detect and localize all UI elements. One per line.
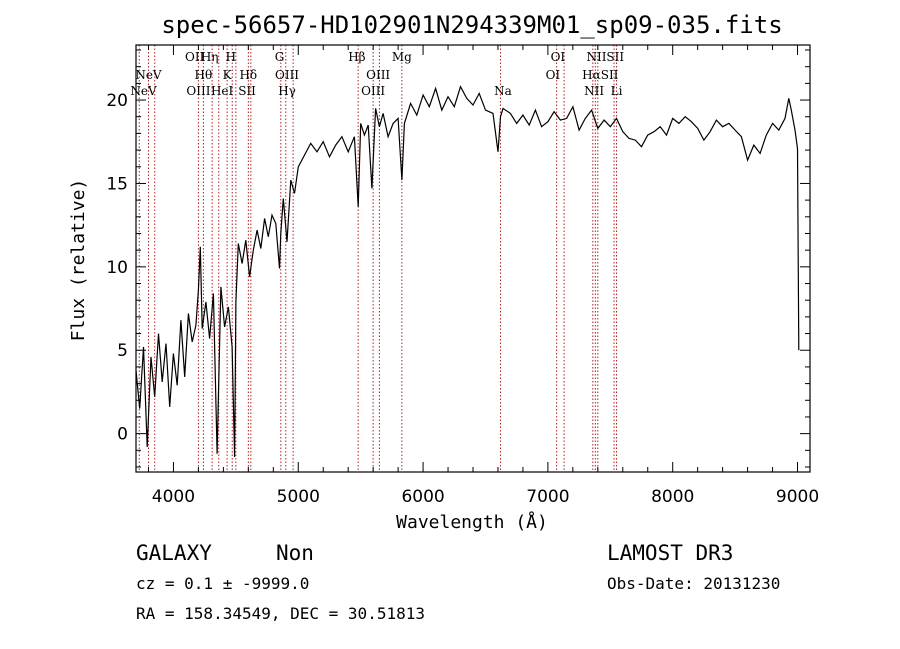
line-label-2: OII	[185, 50, 205, 64]
line-label-15: Mg	[392, 50, 412, 64]
line-label-3: Hη	[201, 50, 219, 64]
x-tick-label: 8000	[651, 487, 694, 507]
line-label-9: HeI	[211, 84, 234, 98]
object-subclass: Non	[276, 541, 314, 565]
line-label-18: Na	[494, 84, 512, 98]
x-tick-label: 6000	[401, 487, 444, 507]
x-tick-label: 9000	[776, 487, 819, 507]
y-tick-label: 15	[106, 174, 128, 194]
line-label-16: OIII	[366, 68, 390, 82]
line-label-5: Hθ	[195, 68, 213, 82]
line-label-6: K	[223, 68, 233, 82]
spectrum-series-line	[135, 85, 800, 458]
observation-date: Obs-Date: 20131230	[607, 574, 780, 593]
chart-title: spec-56657-HD102901N294339M01_sp09-035.f…	[161, 11, 782, 39]
line-label-19: OI	[551, 50, 566, 64]
line-label-13: Hγ	[278, 84, 296, 98]
survey-name: LAMOST DR3	[607, 541, 733, 565]
line-label-7: Hδ	[239, 68, 257, 82]
line-label-11: G	[275, 50, 285, 64]
line-label-10: SII	[238, 84, 256, 98]
line-label-22: HαSII	[582, 68, 619, 82]
line-label-12: OIII	[275, 68, 299, 82]
line-label-14: Hβ	[348, 50, 365, 64]
y-tick-label: 10	[106, 258, 128, 278]
redshift-cz: cz = 0.1 ± -9999.0	[136, 574, 309, 593]
x-axis-ticks: 4000 5000 6000 7000 8000 9000	[147, 45, 819, 507]
y-tick-label: 5	[117, 341, 128, 361]
y-axis-ticks: 0 5 10 15 20	[106, 49, 810, 468]
coordinates-ra-dec: RA = 158.34549, DEC = 30.51813	[136, 604, 425, 623]
line-label-20: NIISII	[586, 50, 624, 64]
line-label-21: OI	[546, 68, 561, 82]
object-class: GALAXY	[136, 541, 212, 565]
y-tick-label: 20	[106, 91, 128, 111]
x-tick-label: 4000	[152, 487, 195, 507]
x-axis-label: Wavelength (Å)	[396, 511, 548, 533]
spectral-line-markers	[138, 45, 618, 472]
line-label-17: OIII	[361, 84, 385, 98]
line-label-1: NeV	[130, 84, 157, 98]
line-label-8: OIII	[186, 84, 210, 98]
x-tick-label: 5000	[277, 487, 320, 507]
line-label-24: Li	[611, 84, 623, 98]
line-label-4: H	[226, 50, 236, 64]
line-label-23: NII	[584, 84, 604, 98]
line-label-0: NeV	[135, 68, 162, 82]
x-tick-label: 7000	[526, 487, 569, 507]
y-axis-label: Flux (relative)	[68, 179, 89, 342]
y-tick-label: 0	[117, 425, 128, 445]
